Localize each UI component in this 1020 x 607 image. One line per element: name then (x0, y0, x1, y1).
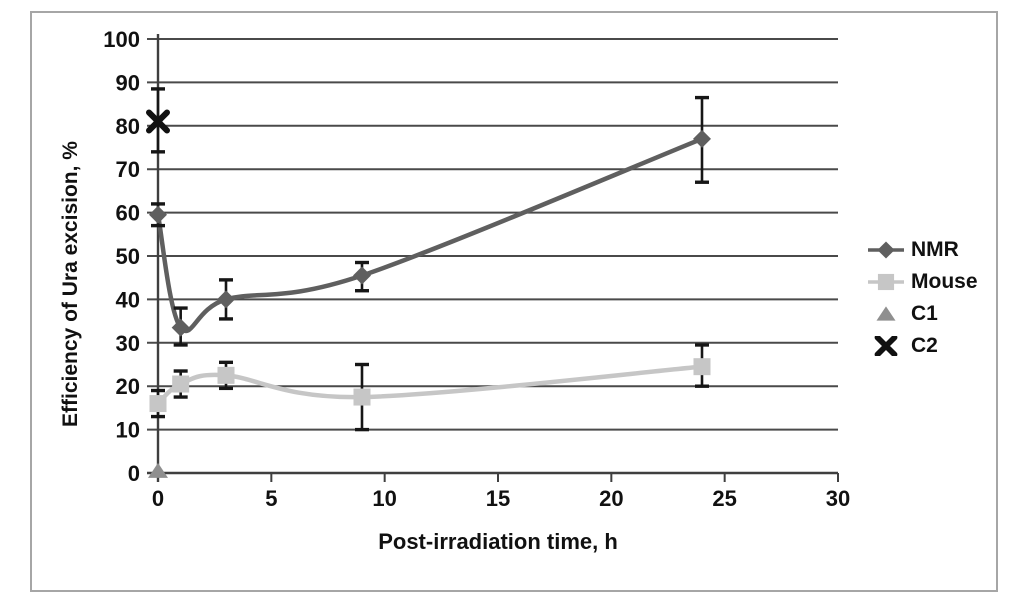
svg-text:10: 10 (372, 486, 396, 511)
legend-label-c1: C1 (911, 301, 938, 325)
mouse-square-icon (868, 273, 904, 290)
svg-text:60: 60 (116, 201, 140, 226)
svg-text:20: 20 (599, 486, 623, 511)
nmr-diamond-icon (868, 240, 904, 259)
legend-label-nmr: NMR (911, 237, 959, 261)
svg-text:5: 5 (265, 486, 277, 511)
svg-text:10: 10 (116, 418, 140, 443)
svg-text:25: 25 (712, 486, 736, 511)
svg-text:50: 50 (116, 244, 140, 269)
svg-text:30: 30 (826, 486, 850, 511)
legend-label-mouse: Mouse (911, 269, 978, 293)
svg-text:30: 30 (116, 331, 140, 356)
legend-item-mouse: Mouse (866, 270, 978, 293)
svg-text:70: 70 (116, 157, 140, 182)
legend-label-c2: C2 (911, 333, 938, 357)
svg-text:0: 0 (152, 486, 164, 511)
y-axis-title: Efficiency of Ura excision, % (59, 141, 82, 427)
legend-item-c1: C1 (866, 302, 978, 325)
figure-border (30, 11, 998, 592)
svg-text:80: 80 (116, 114, 140, 139)
legend-item-c2: C2 (866, 334, 978, 357)
svg-text:0: 0 (128, 461, 140, 486)
svg-text:90: 90 (116, 70, 140, 95)
svg-text:15: 15 (486, 486, 510, 511)
svg-text:20: 20 (116, 374, 140, 399)
svg-text:100: 100 (103, 27, 140, 52)
legend-item-nmr: NMR (866, 238, 978, 261)
c1-triangle-icon (876, 305, 896, 321)
c2-x-icon (874, 335, 898, 356)
x-axis-title: Post-irradiation time, h (378, 529, 618, 554)
legend: NMR Mouse C1 C2 (866, 238, 978, 357)
svg-text:40: 40 (116, 287, 140, 312)
